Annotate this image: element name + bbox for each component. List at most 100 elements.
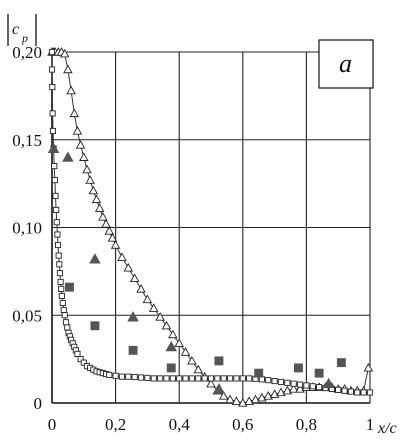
y-tick-label: 0,10 xyxy=(12,219,42,238)
data-point xyxy=(335,386,342,393)
data-point xyxy=(354,389,361,396)
data-point xyxy=(144,374,151,381)
data-point xyxy=(54,241,62,249)
data-point xyxy=(363,362,374,372)
data-point xyxy=(187,355,197,365)
data-point xyxy=(207,375,215,382)
series-line xyxy=(51,52,370,393)
data-point xyxy=(157,375,164,382)
data-point xyxy=(168,329,178,339)
data-point xyxy=(214,356,224,366)
panel-label: a xyxy=(318,39,374,89)
data-point xyxy=(131,373,138,381)
data-point xyxy=(88,185,99,195)
data-point xyxy=(166,363,176,373)
panel-label-box xyxy=(318,39,374,89)
data-point xyxy=(360,389,367,396)
x-axis-title: x/c xyxy=(377,420,397,437)
series-layer xyxy=(47,47,374,407)
data-point xyxy=(322,377,335,389)
data-point xyxy=(254,368,264,378)
data-point xyxy=(288,384,299,393)
data-point xyxy=(341,387,348,394)
data-point xyxy=(56,270,63,277)
data-point xyxy=(79,152,89,161)
data-point xyxy=(118,373,126,380)
data-point xyxy=(55,252,62,259)
data-point xyxy=(174,338,184,347)
data-point xyxy=(214,375,221,382)
data-point xyxy=(314,368,324,378)
x-tick-label: 1 xyxy=(366,415,375,434)
data-point xyxy=(231,396,242,405)
data-point xyxy=(94,203,105,212)
data-point xyxy=(129,273,140,283)
y-axis-symbol: c xyxy=(12,21,19,38)
data-point xyxy=(294,363,303,373)
data-point xyxy=(58,292,65,299)
data-point xyxy=(336,358,346,368)
data-point xyxy=(150,375,157,382)
data-point xyxy=(77,356,84,363)
data-point xyxy=(316,384,323,391)
data-point xyxy=(277,378,285,385)
y-tick-label: 0,15 xyxy=(12,131,42,150)
data-point xyxy=(169,375,176,382)
data-point xyxy=(98,212,108,221)
data-point xyxy=(161,320,172,330)
tick-labels: 0 0,2 0,4 0,6 0,8 1 0 0,05 0,10 0,15 0,20 xyxy=(12,43,374,434)
data-point xyxy=(61,312,68,319)
data-point xyxy=(188,375,195,382)
data-point xyxy=(107,233,118,242)
data-point xyxy=(271,378,278,385)
data-point xyxy=(265,377,272,384)
data-point xyxy=(142,294,153,304)
data-point xyxy=(62,319,70,326)
data-point xyxy=(195,375,202,382)
data-point xyxy=(49,84,56,91)
x-tick-label: 0 xyxy=(48,415,57,434)
data-point xyxy=(137,374,145,381)
x-tick-label: 0,8 xyxy=(296,415,317,434)
data-point xyxy=(59,299,66,307)
data-point xyxy=(58,285,65,292)
data-point xyxy=(128,345,138,355)
y-axis-title: c p xyxy=(7,14,37,46)
data-point xyxy=(117,252,127,261)
data-point xyxy=(54,231,61,238)
data-point xyxy=(106,371,113,378)
data-point xyxy=(104,226,115,235)
data-point xyxy=(59,48,70,58)
data-point xyxy=(163,375,170,382)
data-point xyxy=(182,375,189,382)
grid xyxy=(52,51,371,403)
data-point xyxy=(148,303,159,312)
data-point xyxy=(110,240,121,249)
data-point xyxy=(64,324,71,331)
data-point xyxy=(193,364,204,374)
data-point xyxy=(51,163,58,170)
data-point xyxy=(69,108,80,118)
x-tick-label: 0,6 xyxy=(232,415,253,434)
data-point xyxy=(82,164,92,174)
data-point xyxy=(90,321,100,331)
data-point xyxy=(72,126,83,135)
data-point xyxy=(63,64,73,74)
data-point xyxy=(290,380,297,387)
data-point xyxy=(48,48,56,56)
data-point xyxy=(74,350,81,357)
data-point xyxy=(284,379,291,386)
data-point xyxy=(246,375,253,382)
x-tick-label: 0,4 xyxy=(169,415,191,434)
data-point xyxy=(220,375,227,382)
data-point xyxy=(303,382,310,389)
data-point xyxy=(57,278,64,285)
data-point xyxy=(66,85,76,95)
data-point xyxy=(49,110,56,117)
data-point xyxy=(101,219,111,228)
data-point xyxy=(65,282,74,292)
data-point xyxy=(80,359,87,366)
data-point xyxy=(53,206,60,214)
data-point xyxy=(60,306,67,314)
